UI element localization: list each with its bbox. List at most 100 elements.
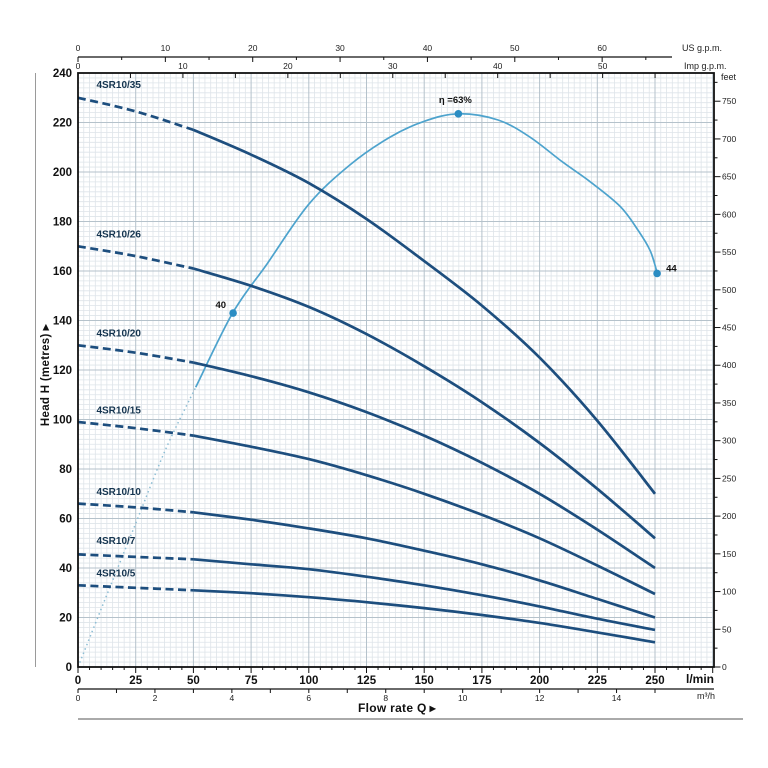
curve-name-label: 4SR10/20 [96, 329, 141, 340]
right-arrow-icon: ▶ [429, 704, 437, 713]
svg-text:20: 20 [248, 43, 258, 53]
curve-dashed-segment [77, 420, 194, 437]
head-tick-label: 240 [53, 68, 72, 80]
axis-imp-gpm: 0 10 20 30 40 50 [76, 61, 656, 78]
lmin-tick-label: 0 [75, 675, 81, 687]
m3h-tick-label: 10 [458, 693, 468, 703]
pump-curve-4SR10-15: 4SR10/15 [77, 405, 656, 596]
svg-text:10: 10 [178, 61, 188, 71]
pump-curves: 4SR10/35 4SR10/26 4SR10/20 4SR10/15 4SR10/10… [77, 80, 657, 644]
feet-unit-label: feet [721, 72, 737, 82]
head-tick-label: 140 [53, 316, 72, 328]
curve-dashed-segment [77, 583, 194, 592]
lmin-tick-label: 100 [299, 675, 318, 687]
svg-text:30: 30 [388, 61, 398, 71]
head-tick-label: 220 [53, 118, 72, 130]
curve-name-label: 4SR10/5 [96, 569, 135, 580]
curve-solid-segment [193, 588, 656, 644]
axis-m3h: 0 2 4 6 8 10 12 14 [76, 688, 714, 703]
flow-rate-axis-title: Flow rate Q ▶ [297, 701, 497, 715]
efficiency-markers: 40 η =63% 44 [216, 95, 677, 317]
curve-dashed-segment [77, 244, 194, 270]
curve-dashed-segment [77, 96, 194, 132]
svg-text:40: 40 [423, 43, 433, 53]
lmin-unit-label: l/min [686, 672, 715, 686]
lmin-tick-label: 75 [245, 675, 258, 687]
feet-tick-label: 700 [722, 134, 736, 144]
efficiency-curve [77, 112, 659, 668]
us-gpm-unit-label: US g.p.m. [682, 43, 723, 53]
efficiency-point-dot [229, 309, 237, 317]
efficiency-point-label: η =63% [439, 95, 473, 106]
plot-border [77, 72, 715, 668]
m3h-tick-label: 6 [306, 693, 311, 703]
feet-tick-label: 450 [722, 323, 736, 333]
pump-curve-4SR10-5: 4SR10/5 [77, 569, 656, 644]
feet-tick-label: 0 [722, 662, 727, 672]
curve-dashed-segment [77, 343, 194, 364]
head-tick-label: 100 [53, 415, 72, 427]
feet-tick-label: 550 [722, 247, 736, 257]
svg-text:0: 0 [76, 43, 81, 53]
svg-text:40: 40 [493, 61, 503, 71]
curve-name-label: 4SR10/15 [96, 405, 141, 416]
curve-name-label: 4SR10/26 [96, 230, 141, 241]
axis-us-gpm: 0 10 20 30 40 50 60 [76, 43, 672, 62]
feet-tick-label: 250 [722, 473, 736, 483]
svg-text:20: 20 [283, 61, 293, 71]
feet-tick-label: 300 [722, 436, 736, 446]
axis-feet: 0 50 100 150 200 250 300 350 400 450 500 550 600 650 7… [714, 81, 736, 672]
pump-curve-4SR10-35: 4SR10/35 [77, 80, 657, 495]
efficiency-point-dot [653, 269, 661, 278]
lmin-tick-label: 200 [530, 675, 549, 687]
curve-solid-segment [193, 510, 656, 619]
head-tick-label: 180 [53, 217, 72, 229]
m3h-tick-label: 8 [383, 693, 388, 703]
head-axis-title: Head H (metres) ▶ [40, 300, 56, 450]
head-tick-label: 60 [59, 514, 72, 526]
up-arrow-icon: ▶ [41, 323, 50, 331]
feet-tick-label: 500 [722, 285, 736, 295]
pump-curve-4SR10-7: 4SR10/7 [77, 536, 656, 632]
feet-tick-label: 600 [722, 209, 736, 219]
lmin-tick-label: 150 [415, 675, 434, 687]
pump-curve-4SR10-26: 4SR10/26 [77, 230, 656, 540]
feet-tick-label: 750 [722, 96, 736, 106]
head-tick-label: 40 [59, 563, 72, 575]
svg-text:30: 30 [335, 43, 345, 53]
svg-text:50: 50 [598, 61, 608, 71]
efficiency-point-label: 44 [666, 263, 677, 274]
lmin-tick-label: 250 [645, 675, 664, 687]
svg-text:60: 60 [597, 43, 607, 53]
curve-solid-segment [193, 557, 656, 632]
curve-dashed-segment [77, 502, 194, 514]
head-tick-label: 120 [53, 365, 72, 377]
m3h-tick-label: 12 [535, 693, 545, 703]
m3h-tick-label: 2 [153, 693, 158, 703]
lmin-tick-label: 175 [472, 675, 492, 687]
svg-text:50: 50 [510, 43, 520, 53]
feet-tick-label: 400 [722, 360, 736, 370]
frame-lines [35, 73, 743, 720]
svg-text:10: 10 [161, 43, 171, 53]
axis-head: 0 20 40 60 80 100 120 140 160 180 200 220 240 [53, 68, 72, 674]
efficiency-curve-solid [194, 112, 659, 388]
grid-major [77, 72, 714, 668]
feet-tick-label: 650 [722, 172, 736, 182]
feet-tick-label: 100 [722, 587, 736, 597]
efficiency-point-label: 40 [216, 300, 227, 311]
pump-curve-4SR10-10: 4SR10/10 [77, 487, 656, 619]
curve-dashed-segment [77, 553, 194, 561]
head-tick-label: 20 [59, 613, 72, 625]
lmin-tick-label: 50 [187, 675, 200, 687]
curve-name-label: 4SR10/35 [96, 80, 141, 91]
head-tick-label: 160 [53, 266, 72, 278]
curve-name-label: 4SR10/7 [96, 536, 135, 547]
flow-rate-axis-text: Flow rate Q [357, 701, 427, 715]
axis-lmin: 0 25 50 75 100 125 150 175 200 225 250 [75, 667, 714, 687]
head-tick-label: 200 [53, 167, 72, 179]
feet-tick-label: 200 [722, 511, 736, 521]
pump-curve-4SR10-20: 4SR10/20 [77, 329, 656, 570]
